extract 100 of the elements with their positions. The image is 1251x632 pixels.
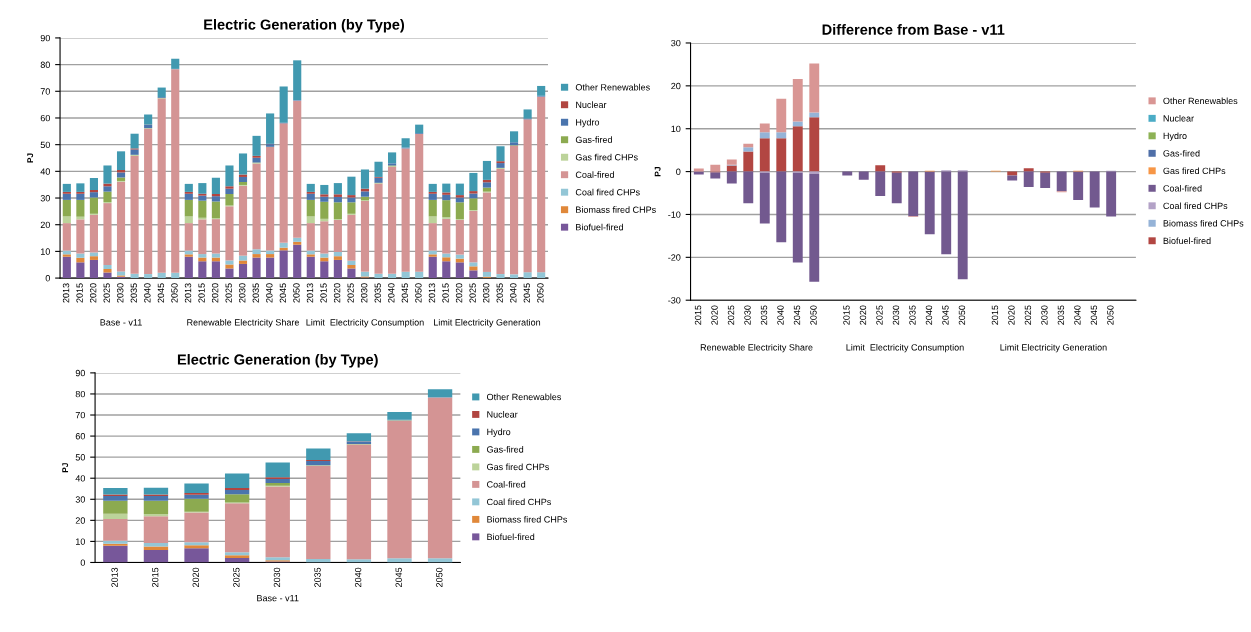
y-tick-label: 0	[676, 168, 681, 175]
legend-label: Biofuel-fired	[1163, 237, 1211, 244]
x-tick-label: 2025	[225, 283, 232, 303]
x-tick-label: 2020	[859, 305, 867, 325]
x-tick-label: 2050	[958, 305, 966, 325]
legend-label: Hydro	[576, 118, 600, 128]
x-tick-label: 2020	[455, 283, 463, 303]
x-tick-label: 2025	[727, 305, 735, 325]
x-tick-label: 2045	[1090, 305, 1098, 325]
x-tick-label: 2030	[1041, 305, 1048, 325]
text: Renewable Electricity Share	[187, 318, 300, 328]
y-tick-label: 50	[75, 454, 85, 461]
x-tick-label: 2035	[760, 305, 768, 325]
x-tick-label: 2025	[347, 283, 354, 303]
legend-label: Biomass fired CHPs	[487, 515, 568, 523]
x-tick-label: 2045	[942, 305, 949, 325]
legend-label: Gas fired CHPs	[1163, 167, 1226, 175]
x-tick-label: 2015	[320, 283, 327, 303]
x-tick-label: 2035	[909, 305, 916, 325]
legend-label: Gas fired CHPs	[487, 463, 549, 471]
x-tick-label: 2040	[266, 283, 273, 303]
legend-label: Coal-fired	[487, 480, 526, 488]
x-tick-label: 2015	[76, 283, 83, 303]
y-tick-label: 0	[45, 275, 50, 282]
y-tick-label: 30	[75, 496, 85, 503]
y-tick-label: 90	[75, 369, 85, 377]
x-tick-label: 2040	[925, 305, 933, 325]
x-tick-label: 2025	[103, 283, 110, 303]
x-tick-label: 2040	[144, 283, 151, 303]
y-tick-label: 40	[75, 475, 85, 482]
y-tick-label: 30	[671, 39, 681, 47]
x-tick-label: 2035	[374, 283, 381, 303]
x-tick-label: 2035	[252, 283, 259, 303]
x-tick-label: 2040	[777, 305, 784, 325]
text: Limit Electricity Generation	[1000, 343, 1107, 353]
y-tick-label: -20	[668, 254, 681, 261]
x-tick-label: 2040	[388, 283, 395, 303]
x-tick-label: 2050	[537, 283, 544, 303]
x-tick-label: 2015	[151, 567, 159, 587]
x-tick-label: 2045	[793, 305, 801, 325]
x-tick-label: 2040	[510, 283, 517, 303]
x-tick-label: 2030	[482, 283, 490, 303]
legend-label: Other Renewables	[487, 393, 562, 401]
x-tick-label: 2020	[211, 283, 219, 303]
legend-label: Coal fired CHPs	[575, 188, 640, 196]
y-tick-label: 30	[40, 194, 50, 202]
legend-label: Coal-fired	[1163, 184, 1202, 192]
x-tick-label: 2020	[333, 283, 341, 303]
y-tick-label: 40	[40, 168, 50, 175]
x-tick-label: 2030	[361, 283, 368, 303]
legend-label: Other Renewables	[1163, 97, 1238, 105]
text: Limit Electricity Consumption	[846, 343, 964, 353]
y-axis-title: PJ	[654, 167, 661, 177]
legend-label: Coal-fired	[575, 171, 614, 178]
y-tick-label: 80	[75, 390, 85, 398]
x-tick-label: 2030	[892, 305, 900, 325]
x-tick-label: 2040	[1074, 305, 1081, 325]
legend-label: Biofuel-fired	[576, 223, 623, 231]
y-tick-label: 10	[76, 538, 85, 545]
x-tick-label: 2013	[428, 283, 436, 303]
y-tick-label: 20	[671, 82, 681, 90]
text: Renewable Electricity Share	[700, 343, 813, 353]
x-tick-label: 2025	[469, 283, 476, 303]
x-tick-label: 2015	[442, 283, 449, 303]
legend-label: Hydro	[487, 428, 511, 437]
x-tick-label: 2050	[293, 283, 300, 303]
y-tick-label: 80	[40, 61, 50, 68]
x-tick-label: 2050	[436, 567, 443, 587]
x-tick-label: 2020	[192, 567, 199, 587]
y-tick-label: 50	[40, 141, 50, 149]
legend-label: Gas-fired	[1163, 149, 1200, 157]
legend-label: Gas-fired	[487, 446, 524, 453]
x-tick-label: 2045	[401, 283, 409, 303]
y-tick-label: 70	[75, 411, 85, 419]
x-tick-label: 2050	[1107, 305, 1114, 325]
y-tick-label: 70	[40, 88, 50, 95]
x-tick-label: 2013	[111, 567, 118, 587]
y-tick-label: 0	[80, 559, 85, 566]
y-axis-title: PJ	[27, 153, 34, 163]
x-tick-label: 2025	[1024, 305, 1032, 325]
x-tick-label: 2015	[198, 283, 205, 303]
x-tick-label: 2013	[62, 283, 70, 303]
x-tick-label: 2040	[354, 567, 362, 587]
legend-label: Coal fired CHPs	[487, 498, 551, 506]
x-tick-label: 2015	[991, 305, 999, 325]
y-tick-label: 60	[40, 114, 50, 122]
y-tick-label: 90	[40, 34, 50, 42]
x-tick-label: 2030	[239, 283, 246, 303]
x-tick-label: 2045	[279, 283, 287, 303]
y-tick-label: 60	[75, 433, 85, 440]
chart-title: Electric Generation (by Type)	[204, 19, 405, 33]
x-tick-label: 2030	[273, 567, 281, 587]
y-tick-label: 20	[40, 221, 50, 229]
y-tick-label: 10	[40, 248, 50, 255]
legend-label: Biofuel-fired	[487, 533, 535, 541]
x-tick-label: 2045	[157, 283, 165, 303]
x-tick-label: 2030	[744, 305, 751, 325]
x-tick-label: 2045	[523, 283, 531, 303]
x-tick-label: 2035	[1057, 305, 1065, 325]
legend-label: Nuclear	[487, 411, 518, 418]
